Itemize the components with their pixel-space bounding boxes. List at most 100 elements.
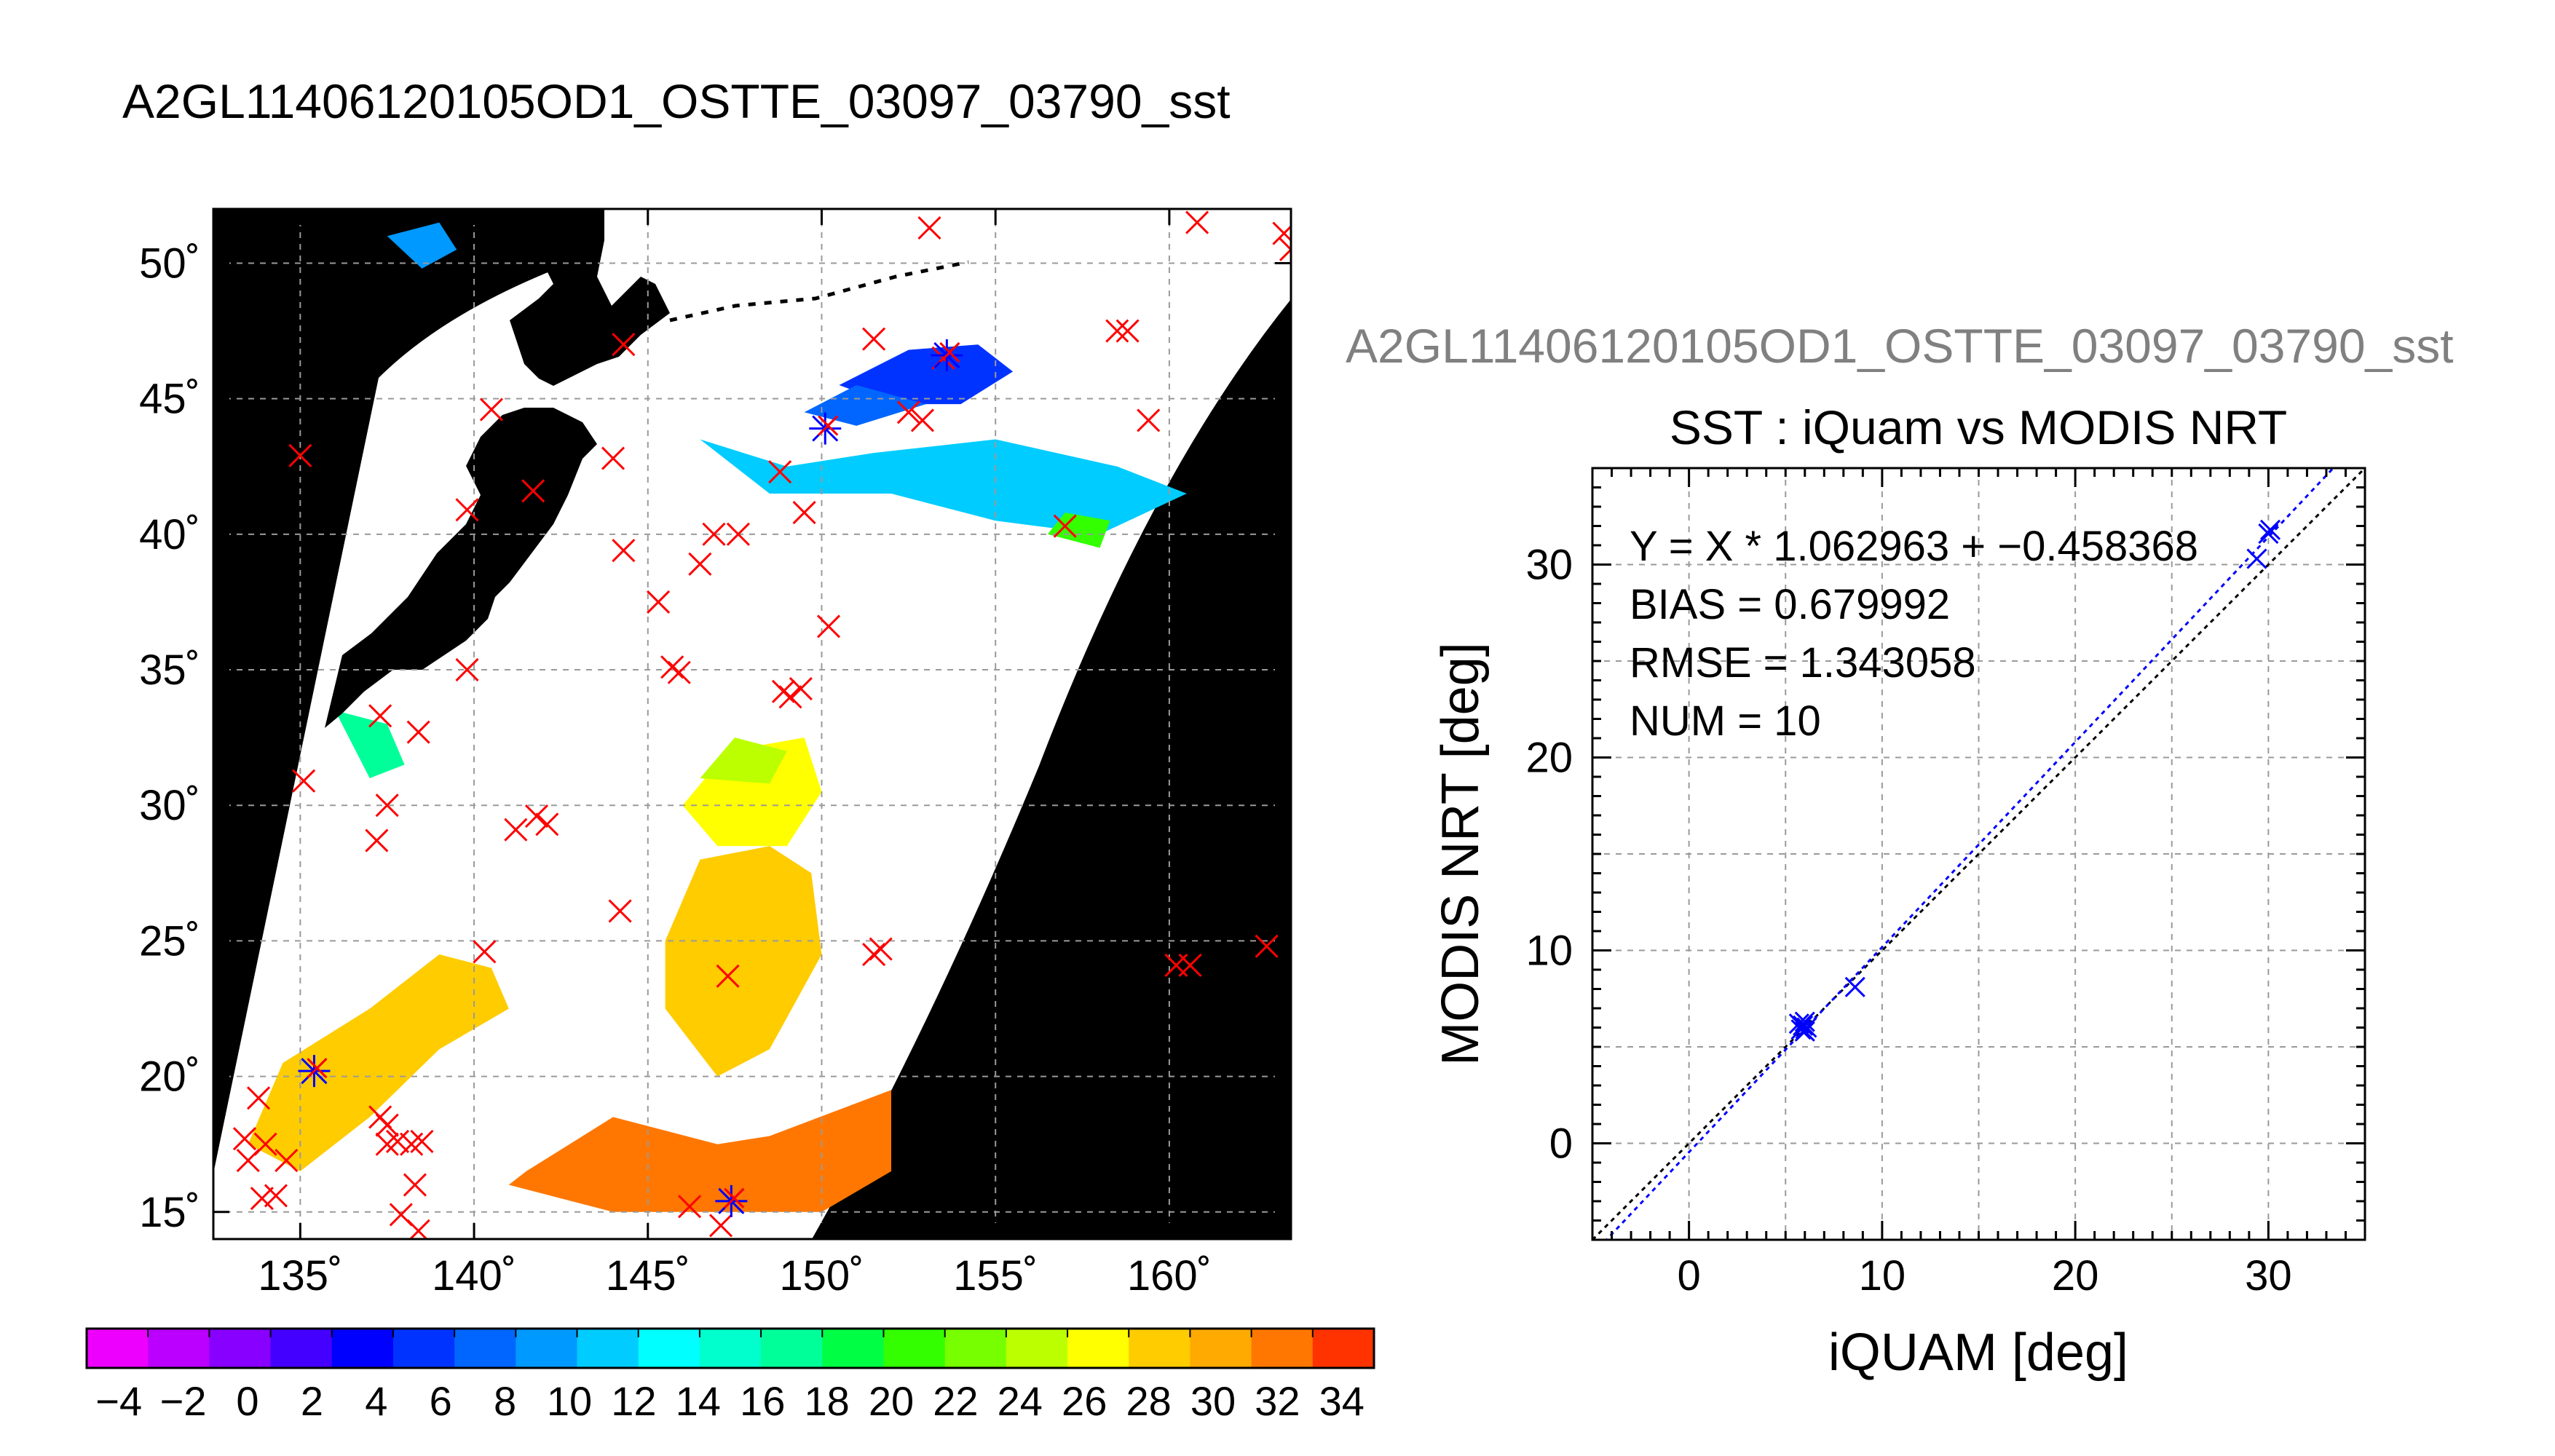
in-situ-marker	[818, 415, 839, 436]
scatter-point	[2246, 548, 2267, 569]
in-situ-marker	[232, 1127, 257, 1151]
colorbar-tick-label: 28	[1126, 1378, 1171, 1424]
in-situ-marker	[768, 460, 792, 484]
in-situ-marker	[403, 1173, 427, 1197]
scatter-y-tick-label: 0	[1549, 1120, 1573, 1168]
scatter-x-tick-label: 10	[1859, 1252, 1906, 1299]
scatter-title: SST : iQuam vs MODIS NRT	[1670, 400, 2287, 454]
in-situ-marker	[1115, 319, 1140, 343]
colorbar-cell	[1067, 1329, 1129, 1368]
in-situ-marker	[455, 657, 479, 682]
in-situ-marker	[524, 804, 549, 828]
in-situ-marker	[406, 720, 430, 744]
scatter-ticks	[1591, 467, 2366, 1241]
in-situ-marker	[702, 522, 726, 546]
in-situ-marker	[778, 685, 802, 709]
colorbar-tick-label: 18	[804, 1378, 849, 1424]
in-situ-marker	[368, 704, 392, 728]
colorbar-tick-label: 22	[933, 1378, 978, 1424]
colorbar-cell	[1312, 1329, 1375, 1368]
in-situ-marker	[275, 1148, 299, 1173]
colorbar-cell	[516, 1329, 578, 1368]
sst-patch	[804, 385, 926, 426]
scatter-point	[1793, 1015, 1814, 1036]
colorbar-cell	[761, 1329, 823, 1368]
scatter-x-tick-label: 0	[1677, 1252, 1700, 1299]
colorbar-cell	[270, 1329, 333, 1368]
colorbar-labels: −4 −2 0 2 4 6 8 10 12 14 16 18 20 22 24 26 28 30 32 34	[95, 1378, 1365, 1424]
in-situ-marker	[688, 552, 712, 576]
in-situ-marker	[608, 899, 632, 923]
colorbar-tick-label: 0	[236, 1378, 258, 1424]
sst-patch	[839, 344, 1014, 405]
sst-patch	[700, 737, 787, 784]
sst-map: 135˚ 140˚ 145˚ 150˚ 155˚ 160˚ 50˚ 45˚ 40˚ 35˚ 30˚ 2…	[139, 207, 1292, 1299]
map-tick-labels: 135˚ 140˚ 145˚ 150˚ 155˚ 160˚ 50˚ 45˚ 40˚ 35˚ 30˚ 2…	[139, 240, 1212, 1299]
in-situ-marker	[678, 1195, 702, 1219]
in-situ-marker	[504, 818, 528, 842]
in-situ-marker	[708, 1214, 733, 1238]
in-situ-marker	[1053, 514, 1077, 538]
sst-patch	[248, 954, 509, 1171]
x-axis-label: iQUAM [deg]	[1828, 1324, 2128, 1382]
colorbar-cell	[1251, 1329, 1314, 1368]
in-situ-marker	[521, 479, 545, 503]
scatter-point	[1844, 976, 1865, 997]
colorbar-tick-label: 12	[611, 1378, 656, 1424]
in-situ-marker	[250, 1187, 274, 1211]
scatter-point	[1794, 1011, 1815, 1032]
colorbar-tick-label: 20	[869, 1378, 914, 1424]
sst-patch	[1047, 513, 1110, 548]
scatter-x-tick-label: 30	[2245, 1252, 2292, 1299]
scatter-annotations: Y = X * 1.062963 + −0.458368 BIAS = 0.67…	[1630, 523, 2198, 745]
in-situ-marker	[410, 1129, 434, 1154]
sst-patch	[665, 846, 822, 1077]
colorbar-frame	[85, 1327, 1375, 1369]
in-situ-marker	[862, 327, 886, 351]
in-situ-marker	[288, 443, 312, 467]
in-situ-marker	[612, 333, 636, 357]
scatter-y-tick-label: 10	[1525, 927, 1573, 975]
colorbar: −4 −2 0 2 4 6 8 10 12 14 16 18 20 22 24 26 28 30 32 34	[85, 1327, 1375, 1424]
colorbar-tick-label: 4	[365, 1378, 387, 1424]
colorbar-tick-label: 2	[301, 1378, 323, 1424]
map-x-tick-label: 160˚	[1127, 1252, 1212, 1299]
colorbar-cell	[1190, 1329, 1252, 1368]
map-y-tick-label: 45˚	[139, 376, 200, 423]
colorbar-cell	[699, 1329, 762, 1368]
in-situ-marker	[917, 216, 941, 240]
in-situ-marker	[385, 1129, 410, 1154]
scatter-point	[2259, 519, 2281, 540]
in-situ-marker	[292, 769, 316, 793]
main-title: A2GL11406120105OD1_OSTTE_03097_03790_sst	[122, 74, 1231, 128]
in-situ-marker	[716, 964, 740, 988]
land-kuril-trace	[669, 260, 969, 323]
scatter-y-tick-label: 20	[1525, 735, 1573, 782]
scatter-points	[1788, 519, 2281, 1042]
scatter-point	[2258, 523, 2279, 545]
sst-patch	[508, 1090, 891, 1212]
in-situ-marker	[1279, 237, 1291, 261]
in-situ-marker	[535, 812, 559, 836]
in-situ-marker	[789, 677, 813, 701]
colorbar-cell	[87, 1329, 149, 1368]
land-hokkaido-sakhalin	[510, 209, 670, 386]
in-situ-marker	[1255, 934, 1279, 958]
in-situ-marker	[1137, 408, 1161, 432]
colorbar-cell	[822, 1329, 885, 1368]
sst-patches	[248, 222, 1187, 1212]
colorbar-tick-label: 6	[430, 1378, 452, 1424]
map-frame	[212, 207, 1292, 1241]
colorbar-cell	[392, 1329, 455, 1368]
map-y-tick-label: 50˚	[139, 240, 200, 287]
annotation-bias: BIAS = 0.679992	[1630, 581, 1950, 628]
map-markers	[232, 210, 1291, 1239]
in-situ-marker	[375, 794, 399, 818]
in-situ-marker	[896, 400, 920, 424]
map-y-tick-label: 25˚	[139, 917, 200, 965]
in-situ-marker	[724, 1187, 745, 1208]
in-situ-marker	[473, 940, 497, 964]
colorbar-tick-label: 24	[998, 1378, 1043, 1424]
colorbar-cells	[87, 1329, 1375, 1368]
